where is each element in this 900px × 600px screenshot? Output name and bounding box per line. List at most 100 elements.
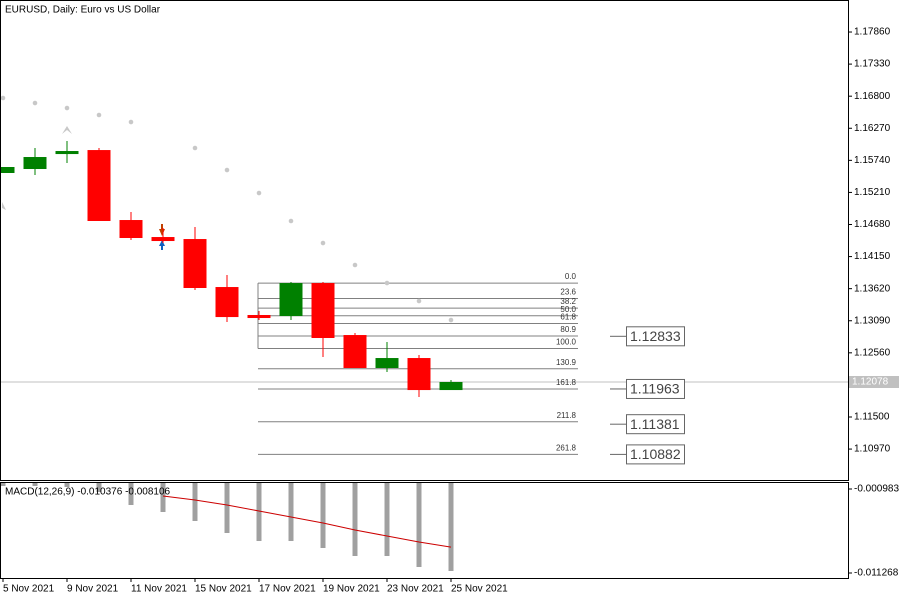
price-box [626, 444, 685, 465]
candle-body [119, 220, 143, 239]
price-box [626, 378, 685, 399]
main-plot: 0.0 23.638.250.061.8 80.9 100.0 130.9 161.8 21… [1, 95, 848, 465]
macd-bar [96, 483, 102, 493]
macd-bar [192, 483, 198, 522]
sar-dot [64, 105, 70, 111]
sar-dot [96, 112, 102, 118]
signal-arrow [62, 126, 72, 134]
macd-bar [320, 483, 326, 549]
sar-dot [192, 145, 198, 151]
sar-dot [1, 95, 6, 101]
sar-dot [288, 218, 294, 224]
macd-bar [128, 483, 134, 506]
y-tick-label: -0.011268 [854, 568, 899, 579]
candle-body [247, 314, 271, 319]
price-box-label: 1.11963 [630, 381, 680, 397]
macd-frame [0, 482, 849, 579]
macd-title: MACD(12,26,9) -0.010376 -0.008106 [5, 487, 171, 498]
y-tick-label: 1.16800 [854, 91, 891, 102]
sar-dot [128, 119, 134, 125]
macd-bar [416, 483, 422, 567]
candle-body [1, 167, 15, 173]
candle-body [375, 358, 399, 369]
y-tick-label: 1.10970 [854, 444, 891, 455]
price-box-label: 1.10882 [630, 446, 681, 462]
fib-label: 211.8 [557, 411, 577, 420]
macd-bar [32, 483, 38, 487]
candle-body [183, 239, 207, 288]
fib-label: 130.9 [556, 358, 577, 367]
y-tick-label: 1.13620 [854, 283, 891, 294]
fib-label: 38.2 [560, 297, 576, 306]
current-price-label: 1.12078 [852, 377, 889, 388]
sar-dot [320, 240, 326, 246]
signal-line [162, 495, 452, 548]
macd-bar [160, 483, 166, 513]
sar-dot [384, 280, 390, 286]
axes: 1.17860 1.17330 1.16800 1.16270 1.15740 1.152… [2, 27, 899, 595]
candle-body [151, 237, 175, 242]
price-box-label: 1.12833 [630, 328, 681, 344]
candle-body [311, 283, 335, 338]
x-tick-label: 17 Nov 2021 [259, 584, 316, 595]
x-tick-label: 9 Nov 2021 [67, 584, 119, 595]
candle-body [407, 358, 431, 391]
macd-bar [64, 483, 70, 488]
y-tick-label: 1.14680 [854, 219, 891, 230]
macd-bar [384, 483, 390, 556]
sar-dot [416, 298, 422, 304]
y-tick-label: 1.17330 [854, 59, 891, 70]
candle-body [55, 151, 79, 155]
candle-body [343, 335, 367, 369]
fib-label: 50.0 [560, 305, 576, 314]
price-box [626, 414, 685, 435]
price-box-label: 1.11381 [630, 416, 680, 432]
x-tick-label: 23 Nov 2021 [387, 584, 444, 595]
macd-bar [352, 483, 358, 556]
sell-arrow [159, 224, 165, 236]
signal-arrow [2, 202, 6, 210]
sar-dot [256, 190, 262, 196]
x-tick-label: 19 Nov 2021 [323, 584, 380, 595]
fib-label: 100.0 [556, 338, 577, 347]
sar-dot [32, 100, 38, 106]
macd-bar [256, 483, 262, 542]
macd-bar [448, 483, 454, 572]
y-tick-label: 1.12560 [854, 347, 891, 358]
y-tick-label: 1.11500 [854, 412, 890, 423]
candle-body [215, 287, 239, 318]
candle-body [87, 150, 111, 221]
macd-bar [288, 483, 294, 542]
fib-label: 0.0 [565, 272, 577, 281]
fib-label: 161.8 [556, 378, 577, 387]
fib-label: 80.9 [560, 325, 576, 334]
macd-bar [224, 483, 230, 533]
candle-body [279, 283, 303, 317]
candle-body [23, 157, 47, 169]
y-tick-label: 1.14150 [854, 251, 891, 262]
y-tick-label: -0.000983 [854, 484, 899, 495]
x-tick-label: 5 Nov 2021 [3, 584, 55, 595]
y-tick-label: 1.16270 [854, 123, 891, 134]
sar-dot [448, 317, 454, 323]
sar-dot [224, 167, 230, 173]
x-tick-label: 15 Nov 2021 [195, 584, 252, 595]
buy-arrow [159, 240, 165, 250]
sar-dot [352, 262, 358, 268]
macd-plot [1, 483, 454, 572]
x-tick-label: 11 Nov 2021 [131, 584, 187, 595]
candle-body [439, 382, 463, 391]
fib-label: 261.8 [556, 444, 577, 453]
macd-bar [1, 483, 6, 487]
price-box [626, 326, 685, 347]
y-tick-label: 1.15210 [854, 187, 891, 198]
y-tick-label: 1.17860 [854, 27, 891, 38]
chart-title: EURUSD, Daily: Euro vs US Dollar [5, 5, 161, 16]
x-tick-label: 25 Nov 2021 [451, 584, 508, 595]
y-tick-label: 1.15740 [854, 155, 891, 166]
y-tick-label: 1.13090 [854, 315, 891, 326]
main-frame [0, 0, 849, 481]
fib-label: 23.6 [560, 288, 576, 297]
fib-label: 61.8 [560, 313, 576, 322]
